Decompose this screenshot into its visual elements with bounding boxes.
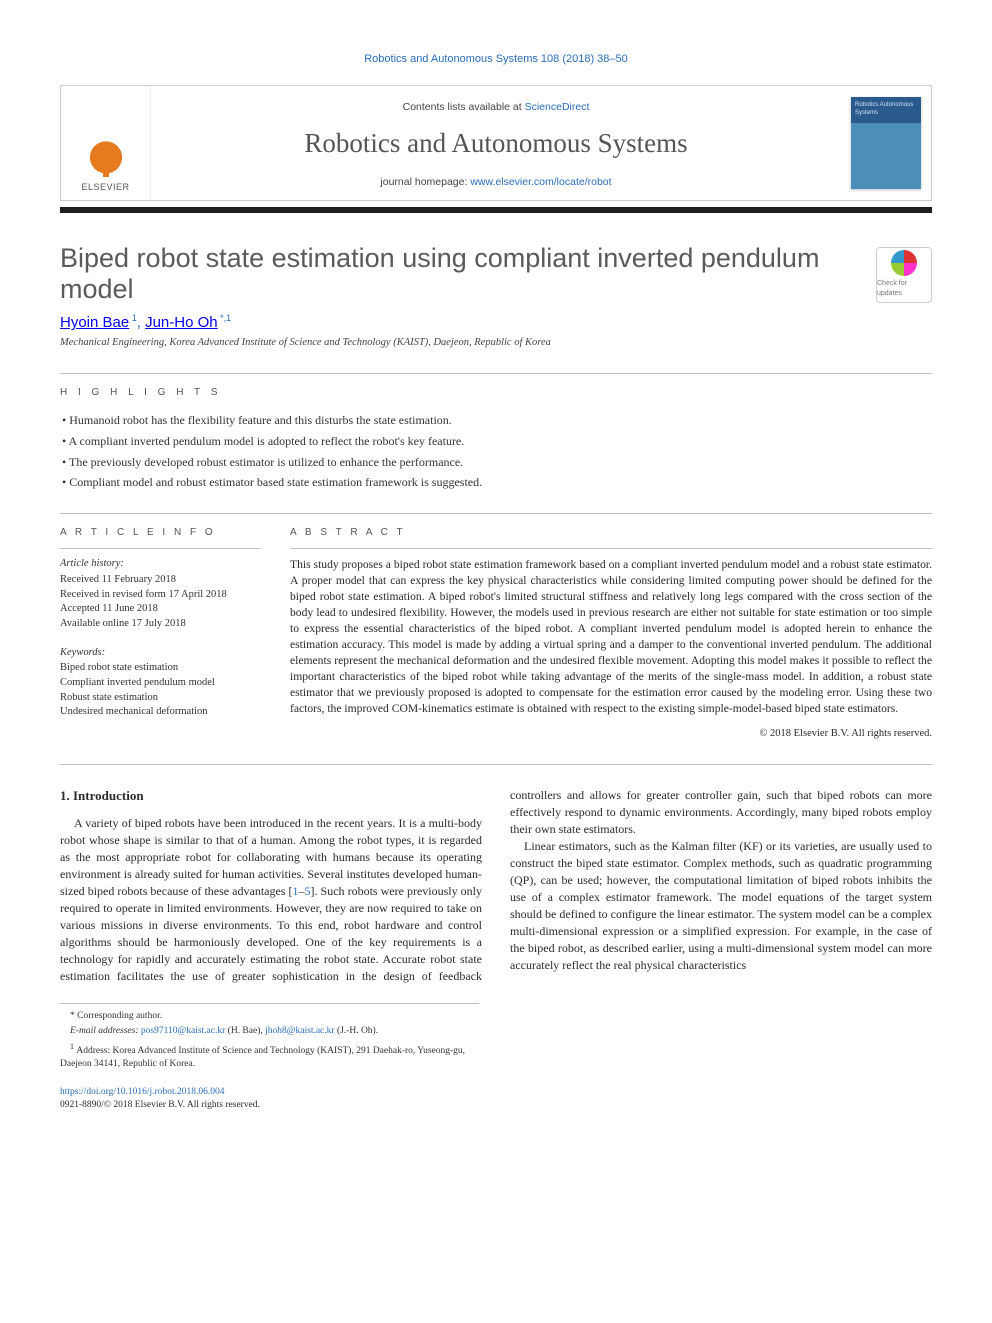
email-author-name: (H. Bae), [225,1026,265,1036]
check-for-updates-badge[interactable]: Check for updates [876,247,932,303]
article-title: Biped robot state estimation using compl… [60,243,932,307]
history-heading: Article history: [60,557,260,572]
doi-link[interactable]: https://doi.org/10.1016/j.robot.2018.06.… [60,1087,225,1097]
history-line: Received 11 February 2018 [60,573,260,588]
check-updates-label: Check for updates [877,279,931,299]
abstract-text: This study proposes a biped robot state … [290,557,932,717]
footnotes: Corresponding author. E-mail addresses: … [60,1003,479,1071]
masthead-underline-bar [60,207,932,213]
contents-available-line: Contents lists available at ScienceDirec… [159,100,833,115]
article-info-label: A R T I C L E I N F O [60,526,260,540]
author-email-link[interactable]: pos97110@kaist.ac.kr [141,1026,225,1036]
citation-link[interactable]: 1 [293,884,299,898]
issn-copyright-line: 0921-8890/© 2018 Elsevier B.V. All right… [60,1100,260,1110]
history-line: Available online 17 July 2018 [60,617,260,632]
keyword: Undesired mechanical deformation [60,705,260,720]
journal-title: Robotics and Autonomous Systems [159,125,833,163]
publisher-name: ELSEVIER [81,181,129,194]
email-addresses-line: E-mail addresses: pos97110@kaist.ac.kr (… [60,1025,479,1038]
author-separator: , [137,314,145,331]
author-email-link[interactable]: jhoh8@kaist.ac.kr [265,1026,334,1036]
section-number: 1. [60,788,70,803]
homepage-prefix: journal homepage: [380,176,470,188]
author-link[interactable]: Hyoin Bae [60,314,129,331]
article-info-column: A R T I C L E I N F O Article history: R… [60,526,260,742]
highlights-label: H I G H L I G H T S [60,386,932,400]
sciencedirect-link[interactable]: ScienceDirect [525,101,590,113]
masthead-center: Contents lists available at ScienceDirec… [151,86,841,199]
divider [60,373,932,374]
journal-homepage-link[interactable]: www.elsevier.com/locate/robot [470,176,611,188]
history-line: Accepted 11 June 2018 [60,602,260,617]
doi-block: https://doi.org/10.1016/j.robot.2018.06.… [60,1086,932,1113]
affiliation: Mechanical Engineering, Korea Advanced I… [60,336,932,351]
elsevier-tree-icon [79,125,133,179]
divider [60,548,260,549]
highlights-section: H I G H L I G H T S Humanoid robot has t… [60,386,932,491]
email-label: E-mail addresses: [70,1026,141,1036]
history-line: Received in revised form 17 April 2018 [60,588,260,603]
publisher-logo-block: ELSEVIER [61,86,151,199]
abstract-column: A B S T R A C T This study proposes a bi… [290,526,932,742]
keyword: Robust state estimation [60,691,260,706]
email-author-name: (J.-H. Oh). [335,1026,379,1036]
highlight-item: A compliant inverted pendulum model is a… [62,433,932,450]
keywords-heading: Keywords: [60,646,260,661]
corresponding-author-note: Corresponding author. [60,1010,479,1023]
cover-thumb-block: Robotics Autonomous Systems [841,86,931,199]
journal-homepage-line: journal homepage: www.elsevier.com/locat… [159,175,833,190]
address-text: Address: Korea Advanced Institute of Sci… [60,1046,465,1069]
keyword: Biped robot state estimation [60,661,260,676]
cover-text: Robotics Autonomous Systems [855,102,913,116]
highlight-item: Compliant model and robust estimator bas… [62,474,932,491]
body-paragraph: Linear estimators, such as the Kalman fi… [510,838,932,974]
journal-cover-thumbnail: Robotics Autonomous Systems [851,97,921,189]
article-info-block: Article history: Received 11 February 20… [60,557,260,720]
author-link[interactable]: Jun-Ho Oh [145,314,218,331]
author-affil-marker: *,1 [218,313,232,323]
divider [290,548,932,549]
section-heading: 1. Introduction [60,787,482,805]
address-footnote: 1 Address: Korea Advanced Institute of S… [60,1041,479,1072]
divider [60,764,932,765]
section-title: Introduction [73,788,144,803]
footnote-marker: 1 [70,1042,74,1051]
author-list: Hyoin Bae 1, Jun-Ho Oh *,1 [60,312,932,333]
article-header: Biped robot state estimation using compl… [60,243,932,351]
body-two-column: 1. Introduction A variety of biped robot… [60,787,932,986]
citation-link[interactable]: 5 [305,884,311,898]
journal-masthead: ELSEVIER Contents lists available at Sci… [60,85,932,200]
abstract-copyright: © 2018 Elsevier B.V. All rights reserved… [290,727,932,742]
highlight-item: Humanoid robot has the flexibility featu… [62,412,932,429]
keyword: Compliant inverted pendulum model [60,676,260,691]
divider [60,513,932,514]
running-header: Robotics and Autonomous Systems 108 (201… [60,52,932,67]
crossmark-icon [891,250,917,276]
abstract-label: A B S T R A C T [290,526,932,540]
author-affil-marker: 1 [129,313,137,323]
contents-prefix: Contents lists available at [403,101,525,113]
highlight-item: The previously developed robust estimato… [62,454,932,471]
info-abstract-row: A R T I C L E I N F O Article history: R… [60,526,932,742]
highlights-list: Humanoid robot has the flexibility featu… [60,412,932,491]
